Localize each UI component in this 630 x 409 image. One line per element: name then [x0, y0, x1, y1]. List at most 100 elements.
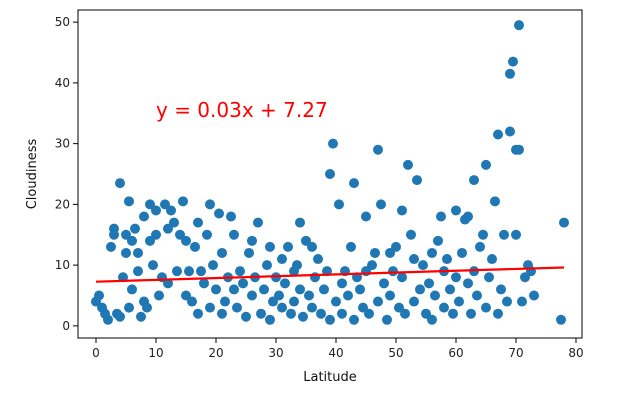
scatter-point [247, 290, 257, 301]
scatter-point [559, 217, 569, 228]
scatter-point [265, 314, 275, 325]
scatter-point [199, 278, 209, 289]
scatter-point [130, 223, 140, 234]
scatter-point [244, 247, 254, 258]
scatter-point [310, 272, 320, 283]
scatter-point [343, 290, 353, 301]
scatter-point [430, 290, 440, 301]
scatter-point [277, 254, 287, 265]
scatter-point [478, 229, 488, 240]
scatter-point [397, 205, 407, 216]
scatter-point [328, 138, 338, 149]
scatter-point [307, 302, 317, 313]
scatter-point [106, 241, 116, 252]
scatter-point [172, 266, 182, 277]
scatter-point [133, 247, 143, 258]
scatter-point [373, 296, 383, 307]
scatter-point [451, 205, 461, 216]
scatter-point [136, 311, 146, 322]
scatter-point [505, 68, 515, 79]
scatter-point [454, 296, 464, 307]
scatter-point [205, 199, 215, 210]
scatter-point [229, 229, 239, 240]
scatter-point [139, 211, 149, 222]
y-tick-label: 50 [55, 15, 70, 29]
scatter-point [364, 308, 374, 319]
x-tick-label: 50 [388, 346, 403, 360]
y-axis-label: Cloudiness [25, 139, 40, 210]
scatter-point [121, 229, 131, 240]
scatter-point [529, 290, 539, 301]
scatter-point [370, 247, 380, 258]
scatter-point [115, 311, 125, 322]
scatter-point [148, 260, 158, 271]
scatter-point [337, 308, 347, 319]
scatter-point [325, 314, 335, 325]
scatter-point [397, 272, 407, 283]
scatter-point [229, 284, 239, 295]
scatter-point [262, 260, 272, 271]
scatter-point [514, 144, 524, 155]
scatter-point [145, 235, 155, 246]
scatter-point [307, 241, 317, 252]
scatter-point [238, 278, 248, 289]
scatter-point [334, 199, 344, 210]
scatter-point [169, 217, 179, 228]
scatter-point [457, 247, 467, 258]
scatter-point [208, 260, 218, 271]
scatter-point [217, 308, 227, 319]
scatter-point [502, 296, 512, 307]
scatter-point [295, 284, 305, 295]
scatter-point [151, 229, 161, 240]
scatter-point [190, 241, 200, 252]
regression-equation: y = 0.03x + 7.27 [156, 98, 328, 122]
scatter-point [304, 290, 314, 301]
regression-line [95, 266, 565, 283]
scatter-point [433, 235, 443, 246]
scatter-point [493, 308, 503, 319]
scatter-point [220, 296, 230, 307]
scatter-point [481, 302, 491, 313]
scatter-point [325, 169, 335, 179]
scatter-point [175, 229, 185, 240]
scatter-point [475, 241, 485, 252]
scatter-point [418, 260, 428, 271]
scatter-point [445, 284, 455, 295]
scatter-point [181, 235, 191, 246]
y-tick-label: 0 [62, 319, 70, 333]
scatter-point [520, 272, 530, 283]
scatter-point [163, 223, 173, 234]
scatter-point [349, 178, 359, 189]
scatter-point [193, 217, 203, 228]
x-tick-label: 80 [568, 346, 583, 360]
scatter-point [355, 284, 365, 295]
scatter-point [313, 254, 323, 265]
scatter-point [133, 266, 143, 277]
scatter-point [265, 241, 275, 252]
scatter-point [400, 308, 410, 319]
scatter-point [349, 314, 359, 325]
scatter-point [115, 178, 125, 189]
scatter-point [469, 175, 479, 186]
data-points [91, 20, 569, 325]
scatter-point [151, 205, 161, 216]
scatter-point [481, 159, 491, 170]
scatter-point [214, 208, 224, 219]
scatter-point [253, 217, 263, 228]
y-tick-label: 10 [55, 258, 70, 272]
scatter-point [367, 260, 377, 271]
scatter-point [211, 284, 221, 295]
scatter-point [508, 56, 518, 67]
scatter-point [451, 272, 461, 283]
scatter-point [346, 241, 356, 252]
scatter-point [298, 311, 308, 322]
y-tick-label: 20 [55, 197, 70, 211]
scatter-point [463, 278, 473, 289]
scatter-point [385, 247, 395, 258]
scatter-point [556, 314, 566, 325]
scatter-point [388, 266, 398, 277]
scatter-point [463, 211, 473, 222]
scatter-point [181, 290, 191, 301]
